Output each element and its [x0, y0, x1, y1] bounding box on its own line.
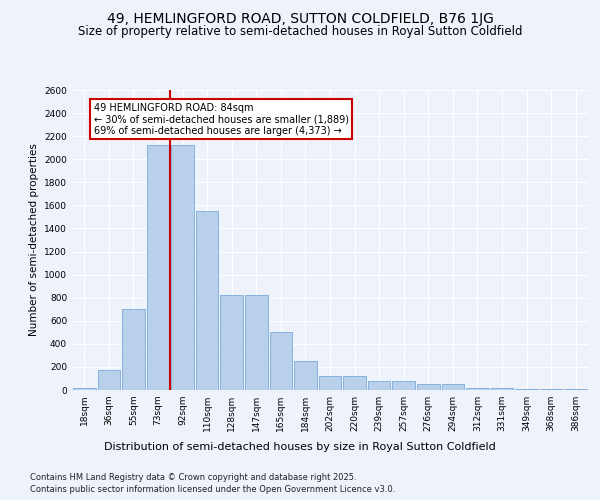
Text: Size of property relative to semi-detached houses in Royal Sutton Coldfield: Size of property relative to semi-detach…: [78, 25, 522, 38]
Bar: [319, 376, 341, 390]
Bar: [196, 210, 218, 390]
Bar: [220, 296, 243, 390]
Bar: [146, 146, 169, 390]
Text: 49 HEMLINGFORD ROAD: 84sqm
← 30% of semi-detached houses are smaller (1,889)
69%: 49 HEMLINGFORD ROAD: 84sqm ← 30% of semi…: [94, 102, 349, 136]
Text: Contains public sector information licensed under the Open Government Licence v3: Contains public sector information licen…: [30, 485, 395, 494]
Bar: [343, 376, 366, 390]
Bar: [442, 384, 464, 390]
Bar: [368, 381, 391, 390]
Bar: [491, 388, 514, 390]
Text: Contains HM Land Registry data © Crown copyright and database right 2025.: Contains HM Land Registry data © Crown c…: [30, 472, 356, 482]
Bar: [540, 389, 562, 390]
Bar: [515, 389, 538, 390]
Bar: [171, 146, 194, 390]
Bar: [392, 381, 415, 390]
Bar: [73, 388, 95, 390]
Bar: [269, 332, 292, 390]
Y-axis label: Number of semi-detached properties: Number of semi-detached properties: [29, 144, 38, 336]
Bar: [466, 388, 489, 390]
Bar: [98, 370, 120, 390]
Bar: [417, 384, 440, 390]
Text: Distribution of semi-detached houses by size in Royal Sutton Coldfield: Distribution of semi-detached houses by …: [104, 442, 496, 452]
Bar: [122, 309, 145, 390]
Bar: [245, 296, 268, 390]
Text: 49, HEMLINGFORD ROAD, SUTTON COLDFIELD, B76 1JG: 49, HEMLINGFORD ROAD, SUTTON COLDFIELD, …: [107, 12, 493, 26]
Bar: [294, 361, 317, 390]
